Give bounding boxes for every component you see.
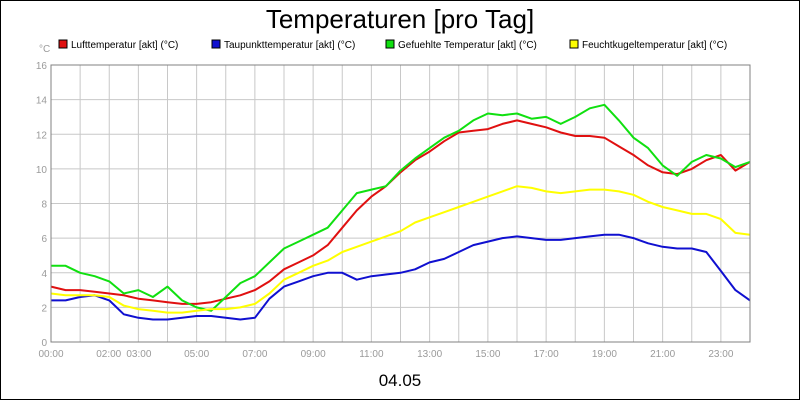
series-line-1 <box>50 119 751 305</box>
legend-swatch <box>211 39 221 49</box>
legend-item: Feuchtkugeltemperatur [akt] (°C) <box>569 39 727 51</box>
x-tick-label: 03:00 <box>126 349 151 360</box>
x-tick-label: 15:00 <box>475 349 500 360</box>
x-tick-label: 21:00 <box>650 349 675 360</box>
plot-area-border <box>50 64 751 343</box>
y-tick-label: 0 <box>41 338 47 349</box>
x-tick-label: 17:00 <box>534 349 559 360</box>
legend-item: Taupunkttemperatur [akt] (°C) <box>211 39 355 51</box>
x-tick-label: 02:00 <box>96 349 121 360</box>
x-tick-label: 13:00 <box>417 349 442 360</box>
x-tick-label: 09:00 <box>301 349 326 360</box>
series-lines <box>50 103 751 321</box>
series-line-4 <box>50 185 751 314</box>
x-tick-labels: 00:00 02:00 03:00 05:00 07:00 09:00 11:00 13:00… <box>38 349 733 360</box>
legend: Lufttemperatur [akt] (°C) Taupunkttempera… <box>58 39 727 51</box>
y-tick-label: 10 <box>36 165 48 176</box>
x-tick-label: 23:00 <box>708 349 733 360</box>
x-tick-label: 05:00 <box>184 349 209 360</box>
y-tick-label: 8 <box>41 200 47 211</box>
legend-label: Lufttemperatur [akt] (°C) <box>71 40 178 51</box>
date-label: 04.05 <box>379 371 422 390</box>
y-tick-label: 16 <box>36 61 48 72</box>
legend-swatch <box>58 39 68 49</box>
x-tick-label: 11:00 <box>359 349 384 360</box>
y-axis-unit: °C <box>39 44 50 55</box>
legend-swatch <box>569 39 579 49</box>
x-tick-label: 00:00 <box>38 349 63 360</box>
y-tick-labels: 0 2 4 6 8 10 12 14 16 <box>36 61 48 349</box>
legend-label: Taupunkttemperatur [akt] (°C) <box>224 40 355 51</box>
y-tick-label: 6 <box>41 234 47 245</box>
series-line-2 <box>51 233 751 321</box>
legend-label: Feuchtkugeltemperatur [akt] (°C) <box>582 40 727 51</box>
y-tick-label: 14 <box>36 96 48 107</box>
x-tick-label: 07:00 <box>242 349 267 360</box>
legend-swatch <box>385 39 395 49</box>
legend-label: Gefuehlte Temperatur [akt] (°C) <box>398 40 537 51</box>
y-tick-label: 12 <box>36 130 48 141</box>
legend-item: Lufttemperatur [akt] (°C) <box>58 39 178 51</box>
y-tick-label: 2 <box>41 303 47 314</box>
chart-title: Temperaturen [pro Tag] <box>266 4 534 34</box>
x-tick-label: 19:00 <box>592 349 617 360</box>
legend-item: Gefuehlte Temperatur [akt] (°C) <box>385 39 537 51</box>
y-tick-label: 4 <box>41 269 47 280</box>
series-line-3 <box>51 103 751 312</box>
